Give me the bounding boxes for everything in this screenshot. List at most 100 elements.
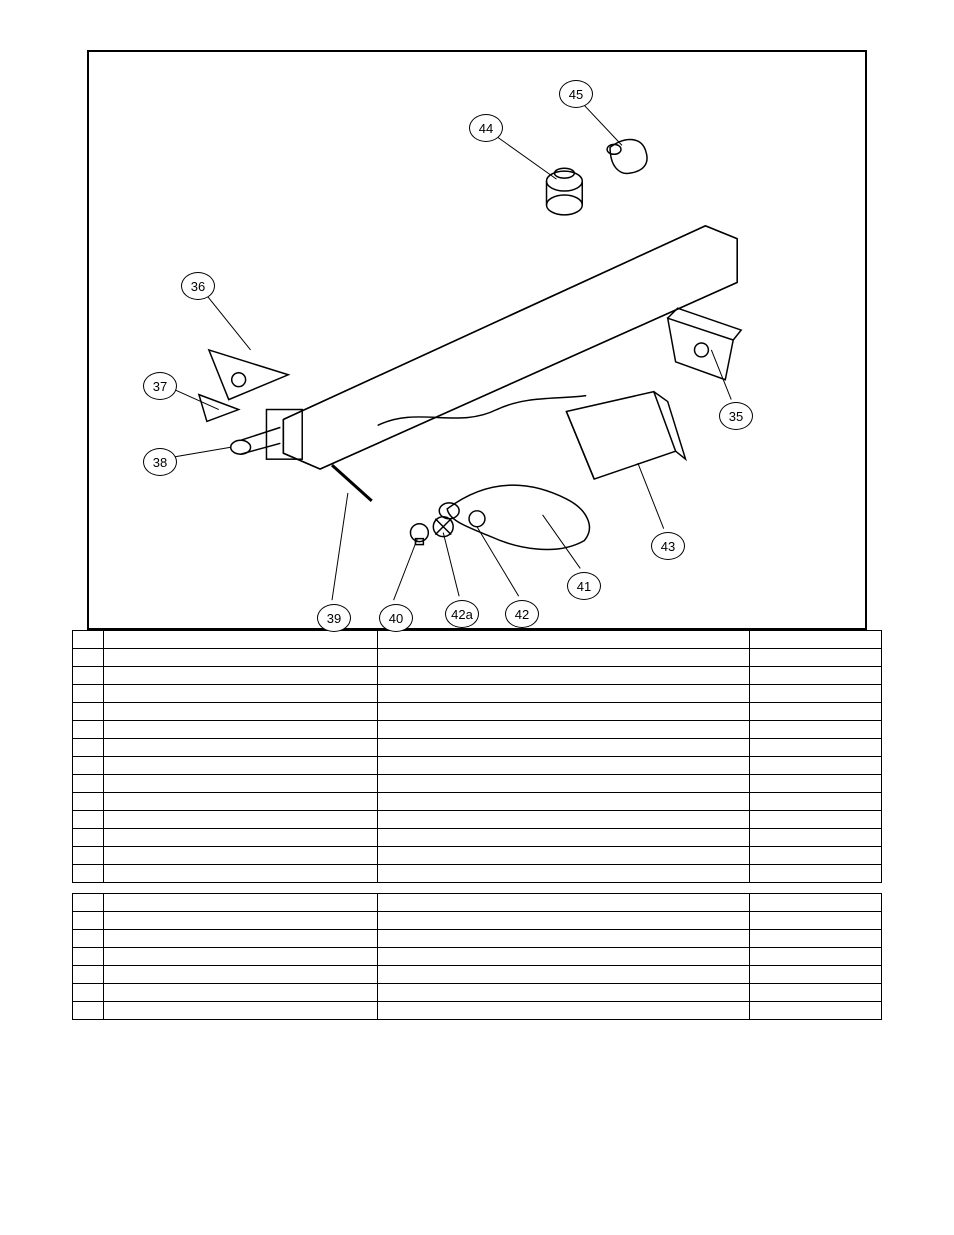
table-cell: [103, 829, 377, 847]
table-row: [73, 865, 882, 883]
table-cell: [103, 793, 377, 811]
table-cell: [750, 739, 882, 757]
table-cell: [750, 847, 882, 865]
table-cell: [377, 775, 750, 793]
table-row: [73, 631, 882, 649]
table-row: [73, 793, 882, 811]
parts-table: [72, 630, 882, 883]
callout-45: 45: [559, 80, 593, 108]
callout-41: 41: [567, 572, 601, 600]
callout-40: 40: [379, 604, 413, 632]
table-cell: [103, 1002, 377, 1020]
table-cell: [750, 757, 882, 775]
table-cell: [377, 984, 750, 1002]
table-cell: [73, 739, 104, 757]
callout-42: 42: [505, 600, 539, 628]
table-cell: [73, 703, 104, 721]
table-cell: [377, 865, 750, 883]
table-cell: [73, 775, 104, 793]
table-cell: [377, 739, 750, 757]
table-cell: [377, 721, 750, 739]
table-cell: [103, 966, 377, 984]
table-cell: [73, 631, 104, 649]
table-cell: [73, 793, 104, 811]
table-row: [73, 912, 882, 930]
table-cell: [750, 703, 882, 721]
table-cell: [73, 811, 104, 829]
table-cell: [73, 847, 104, 865]
table-cell: [103, 721, 377, 739]
table-cell: [377, 894, 750, 912]
table-cell: [750, 775, 882, 793]
table-cell: [377, 667, 750, 685]
table-cell: [750, 966, 882, 984]
table-cell: [377, 829, 750, 847]
table-cell: [103, 984, 377, 1002]
table-cell: [750, 829, 882, 847]
table-cell: [103, 912, 377, 930]
table-cell: [377, 685, 750, 703]
parts-table-2: [72, 893, 882, 1020]
table-cell: [73, 649, 104, 667]
exploded-diagram: 45443637383543414242a4039: [87, 50, 867, 630]
callout-35: 35: [719, 402, 753, 430]
table-cell: [103, 948, 377, 966]
table-cell: [377, 757, 750, 775]
table-cell: [73, 865, 104, 883]
table-cell: [750, 631, 882, 649]
table-cell: [377, 631, 750, 649]
table-cell: [750, 667, 882, 685]
table-cell: [377, 847, 750, 865]
table-cell: [73, 912, 104, 930]
table-cell: [103, 739, 377, 757]
table-cell: [73, 894, 104, 912]
table-cell: [103, 930, 377, 948]
table-row: [73, 703, 882, 721]
table-cell: [73, 721, 104, 739]
table-cell: [73, 757, 104, 775]
table-cell: [377, 912, 750, 930]
table-cell: [103, 649, 377, 667]
table-cell: [73, 829, 104, 847]
table-cell: [73, 966, 104, 984]
table-row: [73, 847, 882, 865]
table-cell: [73, 685, 104, 703]
table-cell: [103, 667, 377, 685]
table-cell: [750, 793, 882, 811]
table-row: [73, 894, 882, 912]
table-cell: [750, 811, 882, 829]
table-row: [73, 685, 882, 703]
table-cell: [103, 811, 377, 829]
table-cell: [377, 930, 750, 948]
table-row: [73, 1002, 882, 1020]
table-cell: [377, 948, 750, 966]
table-cell: [750, 865, 882, 883]
table-cell: [73, 667, 104, 685]
table-cell: [750, 930, 882, 948]
table-cell: [377, 1002, 750, 1020]
callout-36: 36: [181, 272, 215, 300]
table-cell: [103, 775, 377, 793]
table-cell: [103, 894, 377, 912]
table-row: [73, 667, 882, 685]
callout-39: 39: [317, 604, 351, 632]
table-cell: [750, 912, 882, 930]
callout-38: 38: [143, 448, 177, 476]
table-cell: [377, 811, 750, 829]
table-cell: [73, 1002, 104, 1020]
table-cell: [750, 1002, 882, 1020]
callout-37: 37: [143, 372, 177, 400]
table-cell: [73, 948, 104, 966]
table-cell: [750, 984, 882, 1002]
table-cell: [750, 721, 882, 739]
table-row: [73, 829, 882, 847]
table-cell: [103, 685, 377, 703]
table-cell: [377, 703, 750, 721]
callout-42a: 42a: [445, 600, 479, 628]
table-row: [73, 930, 882, 948]
table-cell: [103, 865, 377, 883]
callout-43: 43: [651, 532, 685, 560]
table-cell: [377, 793, 750, 811]
table-cell: [103, 847, 377, 865]
table-cell: [103, 703, 377, 721]
